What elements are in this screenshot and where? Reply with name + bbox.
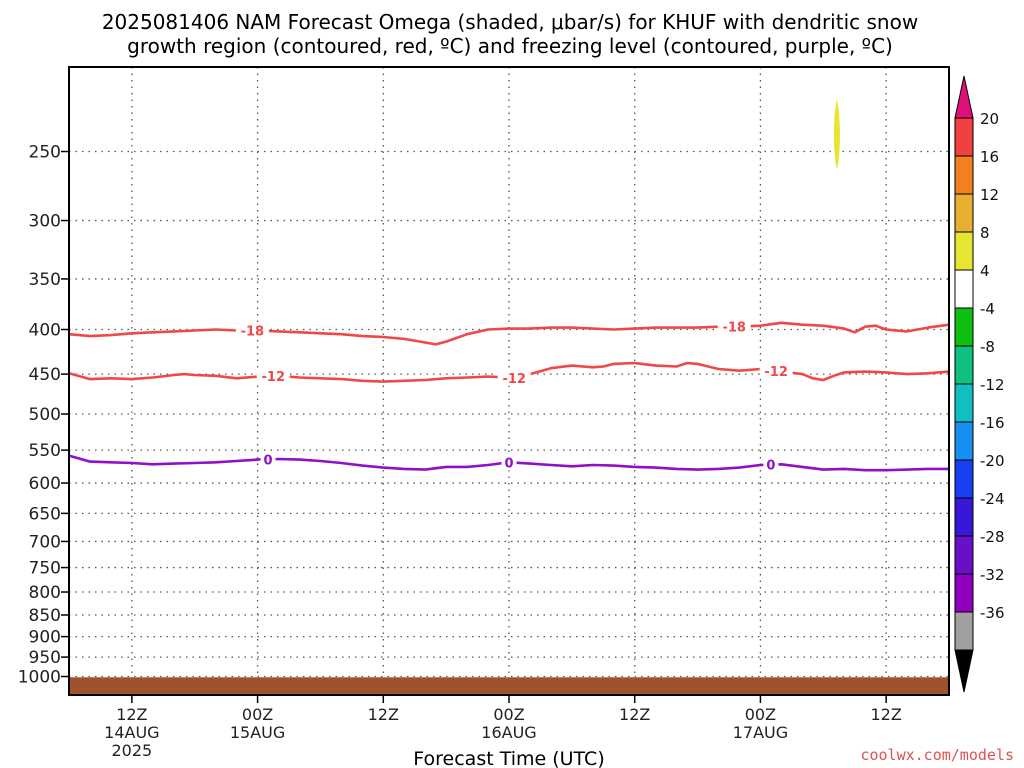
omega-shaded-area [833, 99, 840, 170]
contour-label: -18 [241, 324, 265, 339]
y-tick-label: 500 [29, 405, 61, 425]
x-tick-label: 00Z [242, 705, 273, 724]
contour-line [68, 321, 950, 346]
contour-label: -12 [764, 365, 788, 380]
contour-label: -18 [722, 321, 746, 336]
y-tick-label: 450 [29, 365, 61, 385]
y-tick-label: 700 [29, 532, 61, 552]
gridlines [69, 67, 949, 695]
site-credit: coolwx.com/models [860, 746, 1014, 764]
contour-label-bg [717, 318, 751, 335]
omega-shading [833, 99, 840, 170]
y-tick-label: 900 [29, 628, 61, 648]
colorbar-label: 20 [980, 110, 999, 128]
x-tick-label: 16AUG [481, 723, 536, 742]
y-tick-label: 300 [29, 212, 61, 232]
colorbar-bin [954, 231, 974, 271]
colorbar-bin [954, 535, 974, 575]
colorbar-bin [954, 459, 974, 499]
x-tick-label: 2025 [111, 741, 152, 760]
x-tick-label: 12Z [619, 705, 650, 724]
x-tick-label: 12Z [368, 705, 399, 724]
y-tick-label: 950 [29, 648, 61, 668]
y-tick-label: 350 [29, 270, 61, 290]
contour-label: -12 [502, 372, 526, 387]
colorbar-label: 16 [980, 148, 999, 166]
colorbar-bin [954, 421, 974, 461]
y-tick-label: 650 [29, 504, 61, 524]
x-axis-title: Forecast Time (UTC) [413, 748, 604, 768]
contour-label: 0 [504, 456, 513, 471]
y-tick-label: 400 [29, 321, 61, 341]
x-tick-label: 12Z [870, 705, 901, 724]
y-tick-label: 550 [29, 441, 61, 461]
colorbar-bin [954, 307, 974, 347]
colorbar-label: 12 [980, 186, 999, 204]
colorbar-high-arrow [954, 75, 974, 119]
colorbar-label: -8 [980, 338, 995, 356]
colorbar-label: 4 [980, 262, 990, 280]
colorbar-label: -28 [980, 528, 1005, 546]
contour-label-bg [497, 369, 531, 386]
colorbar-label: -32 [980, 566, 1005, 584]
omega-colorbar: -36 -32 -28 -24 -20 -16 -12 -8 -4 4 8 12 16 20 [954, 75, 1005, 693]
y-tick-label: 850 [29, 606, 61, 626]
colorbar-bin [954, 117, 974, 157]
contour-label-bg [763, 456, 779, 473]
colorbar-bin [954, 155, 974, 195]
colorbar-label: 8 [980, 224, 990, 242]
colorbar-bin [954, 573, 974, 613]
colorbar-bin [954, 383, 974, 423]
contour-label-bg [759, 362, 793, 379]
colorbar-low-arrow [954, 649, 974, 693]
x-tick-label: 00Z [493, 705, 524, 724]
colorbar-label: -24 [980, 490, 1005, 508]
y-tick-label: 800 [29, 583, 61, 603]
colorbar-label: -20 [980, 452, 1005, 470]
colorbar-label: -36 [980, 604, 1005, 622]
contour-label: -12 [262, 370, 286, 385]
colorbar-label: -12 [980, 376, 1005, 394]
y-tick-label: 1000 [18, 668, 61, 688]
contour-label-bg [256, 368, 290, 385]
colorbar-bin [954, 193, 974, 233]
contour-label-bg [260, 451, 276, 468]
contour-label-bg [501, 454, 517, 471]
colorbar-bin [954, 269, 974, 309]
x-tick-label: 14AUG [104, 723, 159, 742]
contour-label-bg [235, 322, 269, 339]
y-tick-label: 750 [29, 559, 61, 579]
colorbar-bin [954, 611, 974, 651]
y-tick-label: 250 [29, 143, 61, 163]
y-tick-label: 600 [29, 474, 61, 494]
x-tick-label: 17AUG [733, 723, 788, 742]
contour-lines: -18 -18 -12 -12 -12 0 0 0 [68, 318, 950, 474]
y-axis-ticks: 2503003504004505005506006507007508008509… [18, 143, 69, 688]
x-tick-label: 15AUG [230, 723, 285, 742]
chart-title-line-2: growth region (contoured, red, ºC) and f… [127, 34, 893, 58]
contour-label: 0 [264, 453, 273, 468]
colorbar-label: -16 [980, 414, 1005, 432]
colorbar-bin [954, 345, 974, 385]
ground-surface [69, 677, 949, 695]
x-tick-label: 12Z [116, 705, 147, 724]
chart-title-line-1: 2025081406 NAM Forecast Omega (shaded, μ… [102, 10, 918, 34]
colorbar-bin [954, 497, 974, 537]
colorbar-label: -4 [980, 300, 995, 318]
contour-label: 0 [766, 459, 775, 474]
x-tick-label: 00Z [745, 705, 776, 724]
